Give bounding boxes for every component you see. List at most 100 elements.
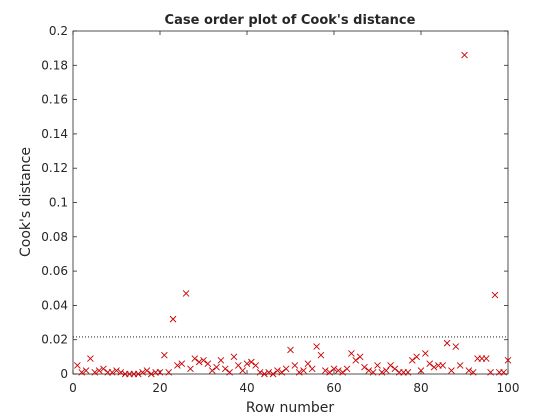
x-tick-label: 0	[69, 381, 77, 395]
point	[230, 353, 238, 361]
point	[348, 350, 355, 357]
point	[165, 368, 173, 376]
point	[317, 351, 325, 359]
point	[200, 356, 207, 364]
point	[78, 368, 86, 376]
point	[208, 367, 216, 374]
point	[391, 365, 399, 373]
point	[387, 362, 394, 369]
point	[74, 362, 81, 369]
point	[304, 360, 312, 368]
point	[291, 362, 299, 369]
point	[321, 367, 329, 374]
point	[169, 315, 177, 323]
point	[448, 367, 455, 374]
point	[465, 367, 473, 374]
point	[491, 291, 499, 299]
point	[417, 367, 425, 374]
point	[504, 356, 512, 364]
point	[313, 343, 320, 350]
point	[182, 290, 190, 297]
point	[430, 363, 438, 371]
point	[204, 360, 212, 368]
x-axis-label: Row number	[246, 400, 334, 416]
point	[243, 360, 251, 368]
point	[487, 368, 494, 376]
point	[256, 368, 264, 376]
point	[326, 368, 333, 376]
point	[374, 362, 381, 369]
point	[382, 367, 390, 374]
point	[300, 367, 307, 374]
point	[252, 362, 260, 369]
point	[295, 368, 303, 376]
point	[339, 368, 347, 376]
point	[265, 368, 273, 376]
point	[239, 367, 246, 374]
point	[439, 362, 447, 369]
point	[361, 363, 368, 371]
point	[113, 367, 120, 374]
point	[161, 351, 168, 359]
point	[335, 367, 342, 374]
point	[108, 368, 116, 376]
y-tick-label: 0.18	[41, 58, 68, 72]
point	[456, 362, 464, 369]
point	[422, 350, 429, 357]
y-tick-label: 0.14	[41, 127, 68, 141]
point	[226, 368, 233, 376]
point	[139, 368, 146, 376]
point	[308, 365, 316, 373]
point	[213, 363, 220, 371]
point	[248, 358, 255, 366]
point	[95, 367, 103, 374]
point	[147, 370, 155, 378]
x-tick-label: 80	[413, 381, 428, 395]
point	[221, 365, 229, 373]
y-tick-label: 0.2	[49, 24, 68, 38]
point	[352, 356, 360, 364]
point	[178, 360, 186, 368]
point	[404, 368, 412, 376]
y-tick-label: 0	[60, 367, 68, 381]
y-tick-label: 0.02	[41, 333, 68, 347]
point	[82, 367, 90, 374]
point	[482, 355, 490, 362]
point	[261, 370, 268, 378]
point	[365, 367, 373, 374]
x-tick-label: 40	[239, 381, 254, 395]
point	[134, 370, 142, 378]
point	[378, 368, 386, 376]
y-tick-label: 0.04	[41, 298, 68, 312]
point	[443, 339, 451, 347]
point	[452, 343, 460, 350]
point	[282, 365, 290, 373]
point	[330, 365, 338, 373]
point	[469, 368, 477, 376]
point	[156, 368, 164, 376]
x-tick-label: 60	[326, 381, 341, 395]
point	[87, 355, 94, 362]
point	[278, 368, 286, 376]
point	[461, 51, 468, 59]
point	[413, 353, 420, 361]
point	[217, 356, 225, 364]
point	[187, 365, 194, 373]
point	[274, 367, 281, 374]
x-tick-label: 20	[152, 381, 167, 395]
y-tick-label: 0.06	[41, 264, 68, 278]
point	[369, 368, 377, 376]
point	[174, 362, 181, 369]
y-tick-label: 0.16	[41, 93, 68, 107]
y-tick-label: 0.08	[41, 230, 68, 244]
point	[117, 368, 125, 376]
point	[143, 367, 151, 374]
point	[191, 355, 199, 362]
point	[234, 362, 242, 369]
point	[91, 368, 99, 376]
point	[356, 353, 364, 361]
x-tick-label: 100	[497, 381, 520, 395]
point	[408, 356, 416, 364]
point	[343, 365, 351, 373]
